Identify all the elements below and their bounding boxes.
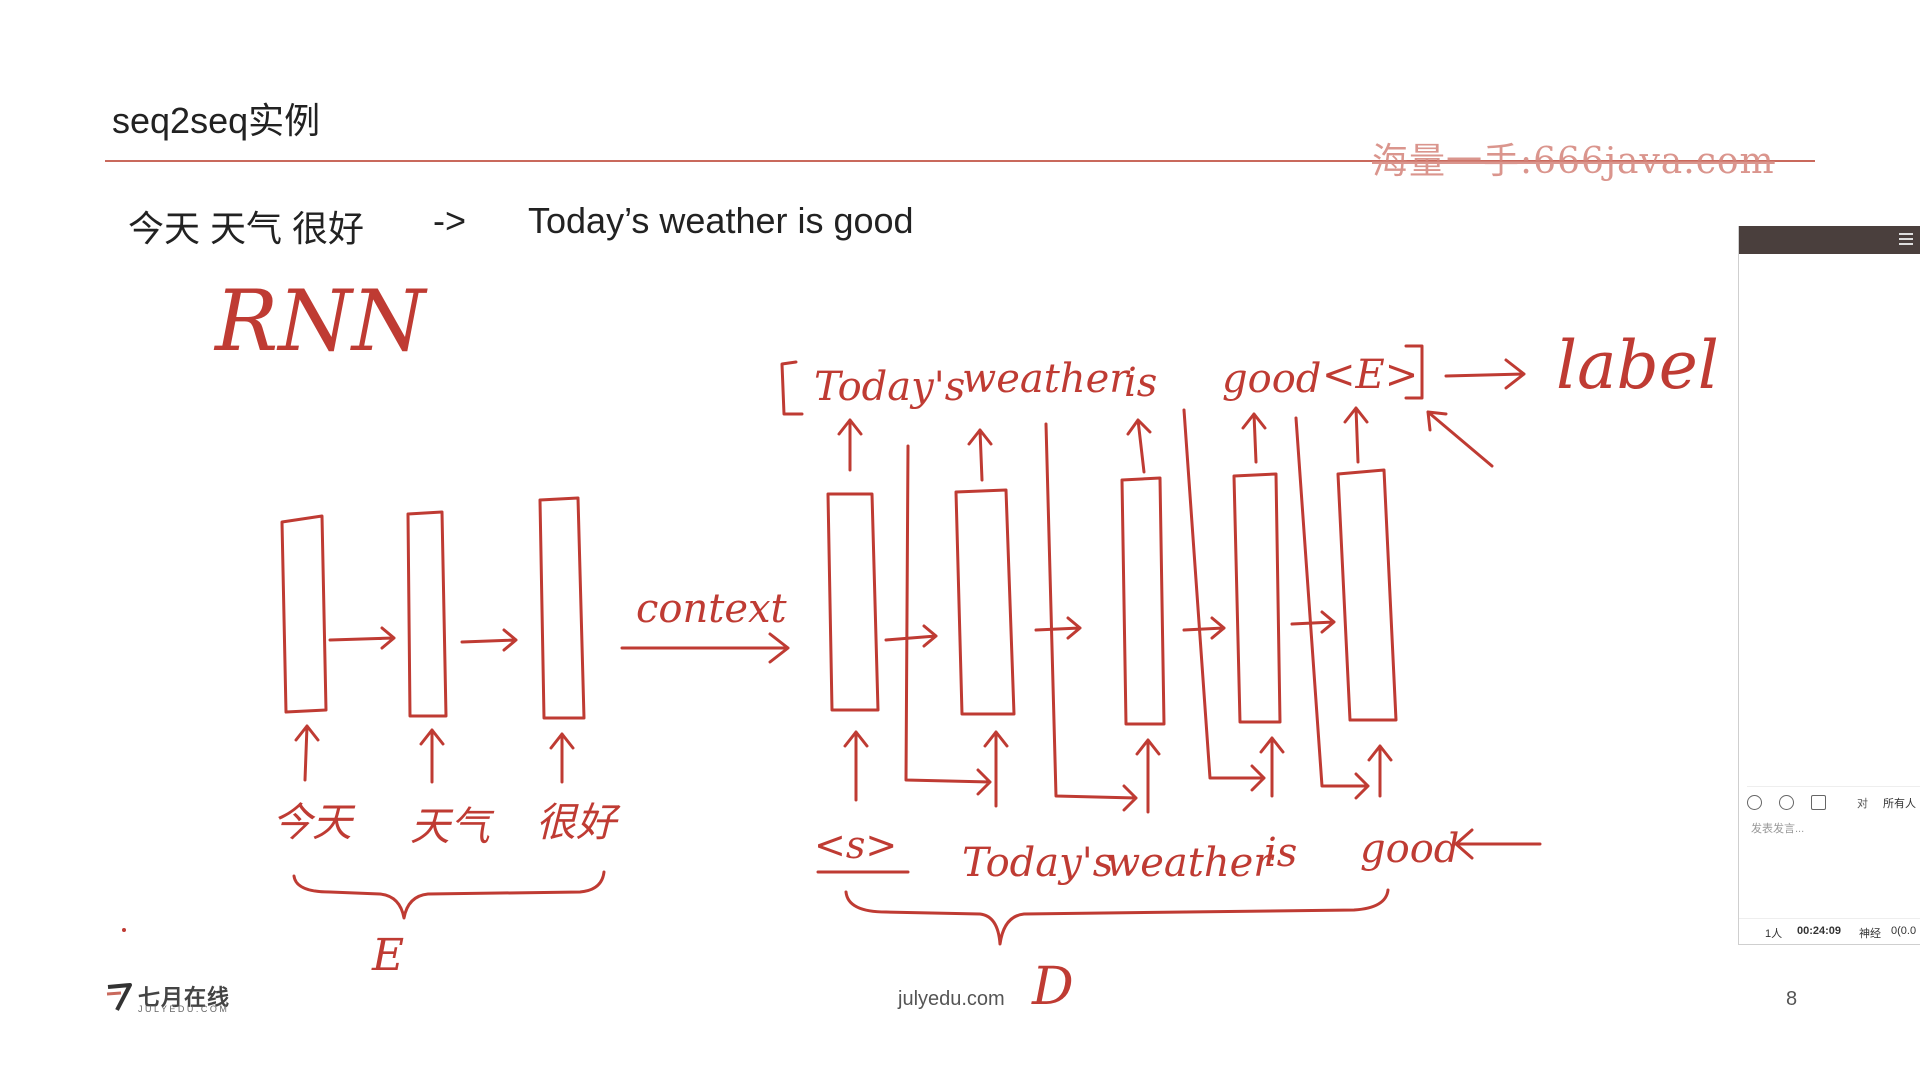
- watermark: 海量一手:666java.com: [1372, 141, 1775, 182]
- decoder-input-label: is: [1264, 830, 1297, 876]
- footer-website: julyedu.com: [898, 988, 1005, 1010]
- decoder-output-label: Today's: [814, 364, 965, 410]
- decoder-input-arrow: [1367, 744, 1393, 798]
- example-target: Today’s weather is good: [528, 200, 914, 241]
- encoder-cell: [406, 510, 448, 718]
- page-number: 8: [1786, 988, 1798, 1010]
- example-arrow: ->: [433, 200, 467, 241]
- recipient-select[interactable]: 所有人: [1883, 798, 1916, 810]
- decoder-input-label: Today's: [962, 840, 1113, 886]
- chat-input[interactable]: 发表发言...: [1751, 823, 1805, 835]
- context-arrow: [620, 632, 790, 664]
- logo-name: 七月在线: [138, 985, 231, 1010]
- emoji-icon[interactable]: [1747, 795, 1762, 810]
- session-timer: 00:24:09: [1797, 925, 1842, 937]
- decoder-cell: [826, 492, 880, 712]
- encoder-cell: [280, 514, 328, 714]
- decoder-cell: [954, 488, 1016, 716]
- decoder-output-arrow: [1343, 406, 1369, 464]
- output-feedback-line: [1044, 422, 1138, 812]
- decoder-input-pointer: [1454, 828, 1542, 860]
- title-divider: [105, 160, 1815, 162]
- status-label: 神经: [1859, 928, 1881, 940]
- example-source: 今天 天气 很好: [128, 208, 365, 249]
- encoder-brace-label: E: [371, 930, 404, 981]
- decoder-input-label: good: [1360, 826, 1459, 872]
- label-text: label: [1556, 327, 1719, 404]
- chat-panel-header: [1739, 226, 1920, 254]
- decoder-brace: [844, 888, 1390, 946]
- output-feedback-line: [1182, 408, 1266, 792]
- decoder-input-arrow: [1259, 736, 1285, 798]
- company-logo: 七月在线 JULYEDU.COM: [106, 982, 246, 1018]
- decoder-cell: [1336, 468, 1398, 722]
- decoder-input-label: <s>: [814, 823, 897, 867]
- decoder-arrow: [1290, 610, 1336, 634]
- encoder-cell: [538, 496, 586, 720]
- translation-example: 今天 天气 很好 -> Today’s weather is good: [0, 200, 1000, 250]
- end-token-pointer: [1426, 410, 1494, 468]
- encoder-arrow: [328, 626, 396, 650]
- encoder-input-label: 很好: [536, 800, 621, 846]
- decoder-input-arrow: [843, 730, 869, 802]
- menu-icon[interactable]: [1899, 233, 1913, 245]
- user-count: 1人: [1765, 928, 1783, 940]
- encoder: [280, 496, 586, 784]
- encoder-input-arrow: [294, 724, 320, 782]
- slide-title: seq2seq实例: [112, 100, 321, 141]
- encoder-input-label: 天气: [410, 804, 495, 850]
- encoder-input-arrow: [419, 728, 445, 784]
- decoder-output-arrow: [837, 418, 863, 472]
- chat-status-bar: 1人 00:24:09 神经 0(0.0: [1739, 918, 1920, 943]
- context-label: context: [636, 586, 788, 632]
- decoder-arrow: [1182, 616, 1226, 640]
- logo-seven-icon: [106, 983, 132, 1011]
- decoder-output-arrow: [1241, 412, 1267, 464]
- chat-panel: 对 所有人 发表发言... 1人 00:24:09 神经 0(0.0: [1738, 226, 1920, 945]
- output-bracket-open: [780, 360, 804, 416]
- encoder-input-label: 今天: [272, 800, 356, 846]
- decoder-brace-label: D: [1031, 957, 1074, 1017]
- output-feedback-line: [904, 444, 992, 796]
- rnn-label: RNN: [213, 272, 428, 370]
- output-bracket-close: [1404, 344, 1424, 400]
- decoder-output-label: <E>: [1322, 352, 1418, 398]
- decoder-input-label: weather: [1106, 840, 1275, 886]
- output-feedback-line: [1294, 416, 1370, 800]
- decoder-output-label: good: [1222, 356, 1321, 402]
- decoder-arrow: [884, 624, 938, 648]
- logo-subtitle: JULYEDU.COM: [138, 1004, 230, 1014]
- image-icon[interactable]: [1811, 795, 1826, 810]
- decoder-output-label: is: [1124, 360, 1157, 406]
- recipient-prefix: 对: [1857, 798, 1868, 810]
- decoder-cell: [1120, 476, 1166, 726]
- chat-bubble-icon[interactable]: [1779, 795, 1794, 810]
- stray-dot: [122, 928, 126, 932]
- decoder-cell: [1232, 472, 1282, 724]
- chat-toolbar: 对 所有人: [1747, 786, 1920, 817]
- decoder-output-arrow: [967, 428, 993, 482]
- decoder-output-arrow: [1126, 418, 1152, 474]
- decoder-input-arrow: [983, 730, 1009, 808]
- decoder-input-arrow: [1135, 738, 1161, 814]
- status-value: 0(0.0: [1891, 925, 1917, 937]
- label-arrow: [1444, 358, 1526, 390]
- decoder-output-label: weather: [962, 356, 1131, 402]
- decoder-arrow: [1034, 616, 1082, 640]
- encoder-brace: [292, 870, 606, 920]
- encoder-arrow: [460, 628, 518, 652]
- decoder: [826, 406, 1398, 814]
- encoder-input-arrow: [549, 732, 575, 784]
